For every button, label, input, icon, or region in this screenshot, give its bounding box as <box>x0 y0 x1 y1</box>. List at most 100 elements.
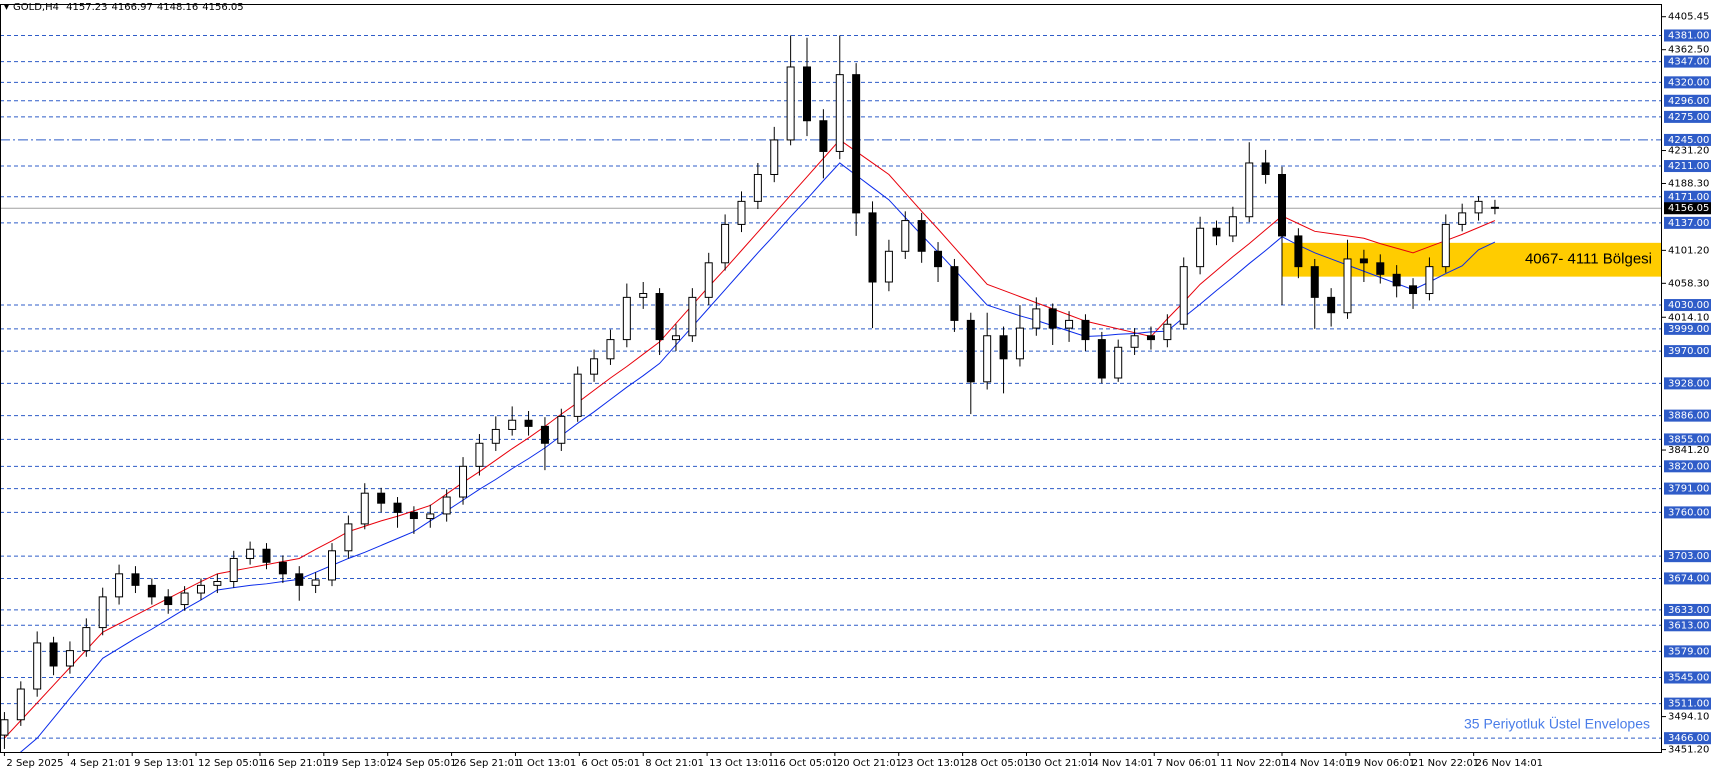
candle-body <box>82 627 91 652</box>
candle-body <box>753 173 762 202</box>
candle-body <box>33 642 42 690</box>
level-label-box <box>1664 433 1711 446</box>
current-price-box <box>1664 202 1711 215</box>
plot-frame <box>0 4 1662 753</box>
candle-body <box>196 584 205 594</box>
x-tick-label: 8 Oct 21:01 <box>645 758 704 769</box>
symbol: GOLD,H4 <box>13 2 59 13</box>
candle-body <box>786 66 795 141</box>
level-label: 3703.00 <box>1668 551 1709 562</box>
candle-body <box>721 223 730 264</box>
x-tick-label: 4 Sep 21:01 <box>70 758 130 769</box>
level-label-box <box>1664 76 1711 89</box>
candle-body <box>1097 339 1106 379</box>
candle-body <box>49 642 58 667</box>
candle-body <box>1278 173 1287 237</box>
level-label: 3633.00 <box>1668 605 1709 616</box>
level-label-box <box>1664 550 1711 563</box>
candle-body <box>426 513 435 520</box>
candle-body <box>65 650 74 667</box>
candle-body <box>409 511 418 520</box>
candle-body <box>639 293 648 298</box>
level-label: 3886.00 <box>1668 411 1709 422</box>
candle-body <box>1196 227 1205 268</box>
level-label: 3820.00 <box>1668 461 1709 472</box>
candle-body <box>737 200 746 225</box>
candle-body <box>557 415 566 444</box>
level-label-box <box>1664 377 1711 390</box>
level-label: 3970.00 <box>1668 346 1709 357</box>
x-tick-label: 23 Oct 13:01 <box>901 758 966 769</box>
candle-body <box>1212 227 1221 237</box>
candle-body <box>884 250 893 283</box>
level-label-box <box>1664 55 1711 68</box>
x-tick-label: 1 Oct 13:01 <box>517 758 576 769</box>
candle-body <box>524 419 533 427</box>
level-label: 4347.00 <box>1668 57 1709 68</box>
candle-body <box>1081 319 1090 341</box>
level-label: 4171.00 <box>1668 192 1709 203</box>
candle-body <box>1376 262 1385 275</box>
candle-body <box>1015 327 1024 360</box>
candle-body <box>360 492 369 525</box>
level-label-box <box>1664 732 1711 745</box>
level-label-box <box>1664 409 1711 422</box>
candle-body <box>459 465 468 498</box>
level-label: 4030.00 <box>1668 300 1709 311</box>
x-tick-label: 4 Nov 14:01 <box>1092 758 1153 769</box>
chart-header: ▾ GOLD,H4 4157.23 4166.97 4148.16 4156.05 <box>4 2 248 13</box>
candle-body <box>1490 206 1499 209</box>
candle-body <box>1425 266 1434 295</box>
candle-body <box>147 584 156 598</box>
level-label: 3613.00 <box>1668 620 1709 631</box>
level-label-box <box>1664 619 1711 632</box>
level-label: 4137.00 <box>1668 218 1709 229</box>
candle-body <box>770 139 779 175</box>
x-tick-label: 6 Oct 05:01 <box>581 758 640 769</box>
x-tick-label: 24 Sep 05:01 <box>390 758 457 769</box>
candle-body <box>1327 296 1336 314</box>
candle-body <box>868 212 877 283</box>
candle-body <box>1343 258 1352 314</box>
candle-body <box>1032 308 1041 329</box>
x-tick-label: 30 Oct 21:01 <box>1028 758 1093 769</box>
candle-body <box>246 548 255 559</box>
candle-body <box>950 266 959 321</box>
candle-body <box>917 220 926 252</box>
level-label: 3999.00 <box>1668 324 1709 335</box>
y-tick-label: 3494.10 <box>1668 712 1709 723</box>
candle-body <box>278 561 287 575</box>
level-label-box <box>1664 482 1711 495</box>
candle-body <box>491 428 500 444</box>
candle-body <box>1409 285 1418 295</box>
candle-body <box>573 373 582 417</box>
level-label-box <box>1664 110 1711 123</box>
candle-body <box>98 596 107 629</box>
x-tick-label: 9 Sep 13:01 <box>134 758 194 769</box>
x-tick-label: 13 Oct 13:01 <box>709 758 774 769</box>
candle-body <box>377 492 386 504</box>
candle-body <box>835 74 844 152</box>
candle-body <box>1228 216 1237 237</box>
level-label: 4211.00 <box>1668 161 1709 172</box>
level-label: 3674.00 <box>1668 573 1709 584</box>
plot: 4067- 4111 Bölgesi <box>0 34 1662 752</box>
level-label-box <box>1664 345 1711 358</box>
candle-body <box>934 250 943 268</box>
candle-body <box>606 339 615 360</box>
level-label: 3791.00 <box>1668 484 1709 495</box>
candle-body <box>164 596 173 606</box>
x-tick-label: 12 Sep 05:01 <box>198 758 265 769</box>
x-tick-label: 16 Sep 21:01 <box>262 758 329 769</box>
level-label: 3545.00 <box>1668 673 1709 684</box>
level-label-box <box>1664 671 1711 684</box>
level-label-box <box>1664 460 1711 473</box>
envelope-line <box>20 162 1496 752</box>
candle-body <box>344 523 353 552</box>
candle-body <box>311 579 320 586</box>
high: 4166.97 <box>111 2 153 13</box>
close: 4156.05 <box>202 2 244 13</box>
candle-body <box>328 550 337 581</box>
x-tick-label: 26 Sep 21:01 <box>454 758 521 769</box>
